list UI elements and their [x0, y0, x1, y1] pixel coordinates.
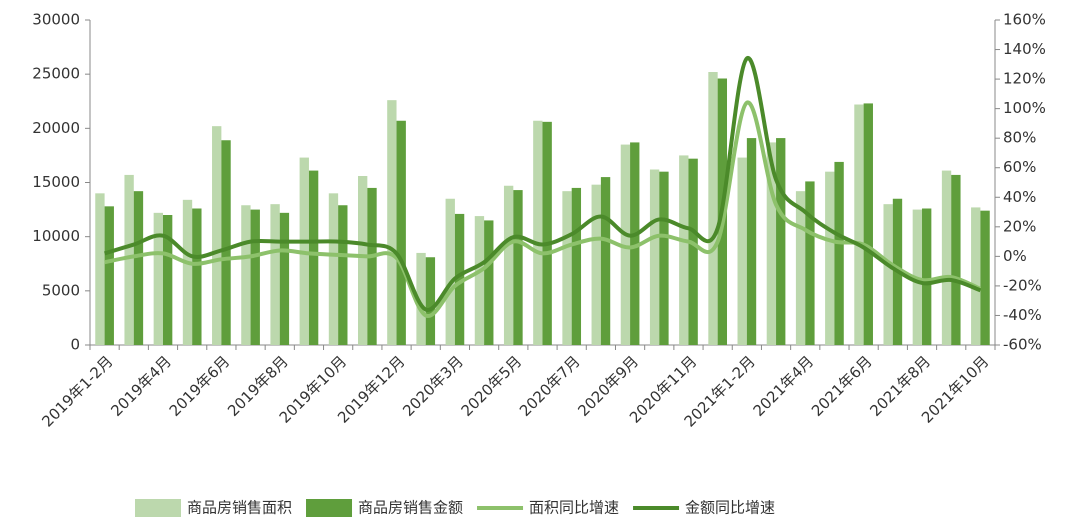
y-tick-label: 0: [70, 336, 80, 354]
bar: [971, 207, 981, 345]
bar: [951, 174, 961, 345]
y2-tick-label: 80%: [1003, 129, 1036, 147]
bar: [308, 170, 319, 345]
legend-swatch: [135, 499, 181, 517]
bar: [533, 120, 543, 345]
y2-tick-label: 60%: [1003, 158, 1036, 176]
x-tick-label: 2020年3月: [399, 352, 467, 420]
x-tick-label: 2019年4月: [107, 352, 175, 420]
bar: [416, 252, 426, 345]
bar: [270, 204, 280, 345]
bar: [776, 138, 786, 345]
y2-tick-label: -40%: [1003, 306, 1042, 324]
y-tick-label: 20000: [32, 119, 80, 137]
bar: [649, 169, 660, 345]
bar: [863, 103, 873, 346]
bar: [688, 158, 698, 345]
bar: [95, 193, 105, 345]
y2-tick-label: 160%: [1003, 11, 1046, 29]
bar: [279, 212, 290, 345]
bar: [630, 142, 640, 345]
bar: [445, 198, 455, 345]
bar: [367, 187, 377, 345]
bar: [679, 155, 689, 345]
x-tick-label: 2020年5月: [458, 352, 526, 420]
bar: [221, 140, 231, 345]
x-tick-label: 2020年7月: [516, 352, 584, 420]
bar: [425, 257, 436, 345]
bar: [746, 138, 757, 345]
bar: [834, 161, 844, 345]
bar: [659, 171, 669, 345]
bar: [104, 206, 114, 345]
bar: [328, 193, 339, 345]
bar: [124, 174, 134, 345]
y-tick-label: 15000: [32, 173, 80, 191]
bar: [766, 142, 777, 345]
x-tick-label: 2021年4月: [750, 352, 818, 420]
y2-tick-label: -60%: [1003, 336, 1042, 354]
line: [104, 100, 982, 318]
bar: [162, 215, 173, 345]
bar: [600, 177, 611, 345]
bar: [737, 157, 747, 345]
legend-label: 商品房销售金额: [358, 499, 463, 517]
x-tick-label: 2019年6月: [166, 352, 234, 420]
y2-tick-label: 100%: [1003, 99, 1046, 117]
bar: [513, 190, 523, 345]
y2-tick-label: 40%: [1003, 188, 1036, 206]
bar: [182, 199, 193, 345]
bar: [192, 208, 202, 345]
bar: [503, 185, 514, 345]
bar: [396, 120, 406, 345]
bar: [153, 212, 163, 345]
bar: [562, 191, 572, 345]
y2-tick-label: 0%: [1003, 247, 1027, 265]
bar: [357, 176, 368, 345]
x-tick-label: 2021年6月: [808, 352, 876, 420]
bar: [795, 191, 806, 345]
x-tick-label: 2019年1-2月: [38, 352, 116, 430]
y-tick-label: 10000: [32, 227, 80, 245]
bar: [212, 126, 222, 346]
legend-label: 金额同比增速: [685, 499, 775, 517]
bar: [620, 144, 631, 345]
legend-swatch: [306, 499, 353, 517]
bar: [250, 209, 260, 345]
bar: [591, 184, 601, 345]
bar: [133, 191, 144, 345]
bar: [941, 170, 952, 345]
y2-tick-label: 120%: [1003, 70, 1046, 88]
bar: [922, 208, 932, 345]
bar: [474, 216, 485, 345]
legend-label: 商品房销售面积: [187, 499, 292, 517]
bar: [825, 171, 835, 345]
bar: [454, 213, 465, 345]
bar: [708, 72, 718, 345]
bar: [805, 181, 815, 345]
y2-tick-label: 140%: [1003, 40, 1046, 58]
line: [104, 56, 982, 312]
bar: [338, 205, 348, 345]
bar: [571, 187, 582, 345]
bar: [980, 210, 990, 345]
bar: [241, 205, 251, 345]
y2-tick-label: 20%: [1003, 217, 1036, 235]
y-tick-label: 30000: [32, 11, 80, 29]
bar: [883, 204, 893, 345]
y-tick-label: 5000: [42, 281, 80, 299]
y2-tick-label: -20%: [1003, 276, 1042, 294]
legend-label: 面积同比增速: [529, 499, 619, 517]
bar: [854, 104, 864, 345]
y-tick-label: 25000: [32, 65, 80, 83]
bar: [484, 220, 494, 345]
bar: [542, 121, 552, 345]
bar: [387, 100, 397, 346]
